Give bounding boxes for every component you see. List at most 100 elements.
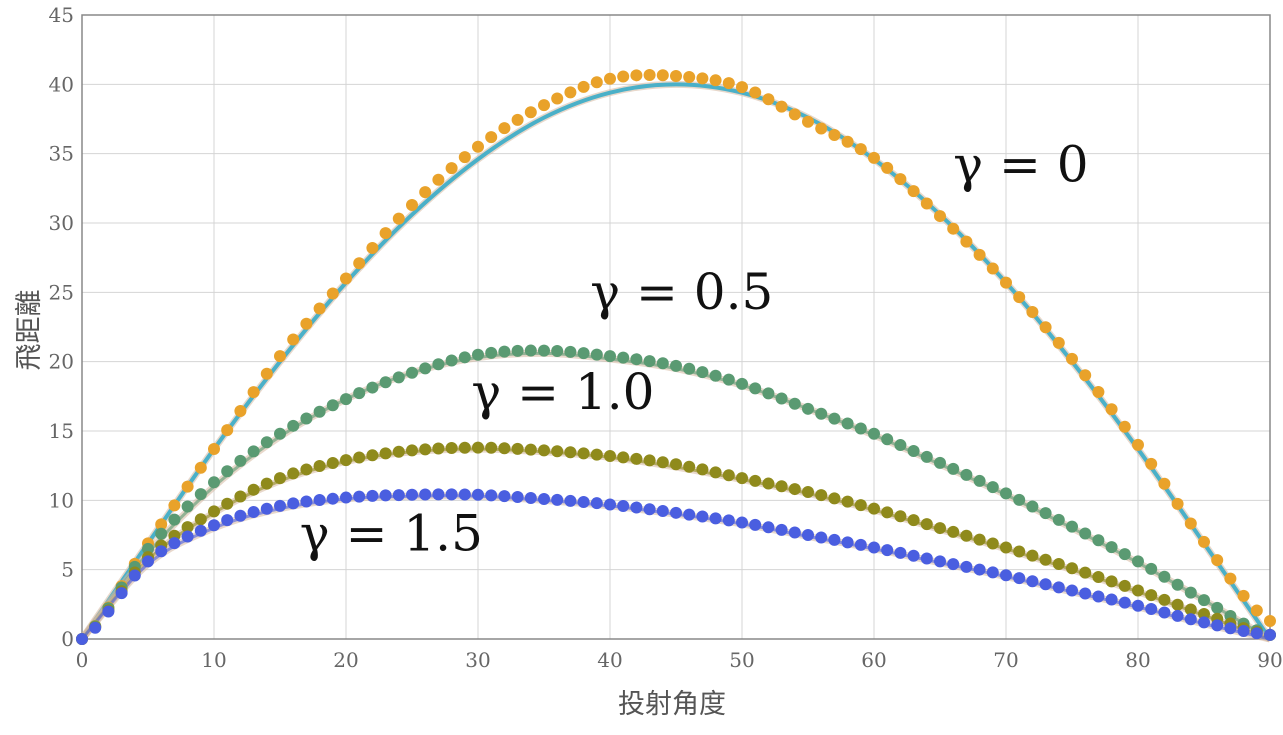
data-point bbox=[815, 489, 828, 502]
data-point bbox=[1105, 403, 1118, 416]
data-point bbox=[788, 526, 801, 539]
y-axis-title: 飛距離 bbox=[14, 290, 45, 371]
data-point bbox=[617, 70, 630, 83]
data-point bbox=[208, 519, 220, 532]
data-point bbox=[1013, 493, 1026, 506]
data-point bbox=[1105, 541, 1118, 554]
data-point bbox=[511, 442, 524, 455]
data-point bbox=[181, 521, 194, 534]
data-point bbox=[221, 514, 234, 527]
data-point bbox=[920, 450, 933, 463]
data-point bbox=[419, 362, 432, 375]
x-tick-label: 50 bbox=[729, 648, 754, 672]
data-point bbox=[907, 549, 920, 562]
data-point bbox=[696, 463, 709, 476]
data-point bbox=[142, 555, 154, 568]
data-point bbox=[485, 346, 498, 359]
data-point bbox=[960, 560, 973, 573]
data-point bbox=[656, 69, 669, 82]
data-point bbox=[1158, 570, 1171, 583]
data-point bbox=[287, 419, 300, 432]
data-point bbox=[868, 427, 880, 440]
data-point bbox=[590, 348, 603, 361]
data-point bbox=[221, 424, 234, 437]
data-point bbox=[458, 351, 471, 364]
data-point bbox=[683, 70, 696, 83]
data-point bbox=[1264, 628, 1276, 641]
data-point bbox=[445, 488, 458, 501]
data-point bbox=[1132, 584, 1144, 597]
data-point bbox=[749, 382, 762, 395]
data-point bbox=[1158, 477, 1171, 490]
data-point bbox=[1132, 438, 1144, 451]
data-point bbox=[274, 427, 286, 440]
data-point bbox=[947, 525, 960, 538]
data-point bbox=[802, 115, 814, 128]
data-point bbox=[419, 186, 432, 199]
data-point bbox=[1105, 575, 1118, 588]
data-point bbox=[828, 129, 841, 142]
y-tick-label: 15 bbox=[49, 419, 74, 443]
data-point bbox=[472, 441, 484, 454]
data-point bbox=[590, 497, 603, 510]
data-point bbox=[194, 488, 207, 501]
data-point bbox=[1026, 500, 1039, 513]
data-point bbox=[1184, 603, 1197, 616]
data-point bbox=[366, 489, 379, 502]
data-point bbox=[934, 522, 946, 535]
data-point bbox=[1211, 554, 1224, 567]
y-tick-label: 10 bbox=[49, 488, 74, 512]
data-point bbox=[630, 69, 643, 82]
data-point bbox=[155, 527, 168, 540]
data-point bbox=[1092, 534, 1105, 547]
data-point bbox=[445, 354, 458, 367]
data-point bbox=[656, 456, 669, 469]
data-point bbox=[1026, 305, 1039, 318]
data-point bbox=[208, 443, 220, 456]
data-point bbox=[775, 392, 788, 405]
data-point bbox=[986, 481, 999, 494]
data-point bbox=[709, 466, 722, 479]
data-point bbox=[564, 446, 577, 459]
data-point bbox=[1237, 624, 1250, 637]
data-point bbox=[260, 502, 273, 515]
data-point bbox=[458, 488, 471, 501]
data-point bbox=[828, 533, 841, 546]
data-point bbox=[683, 362, 696, 375]
data-point bbox=[551, 493, 564, 506]
x-tick-label: 40 bbox=[597, 648, 622, 672]
data-point bbox=[406, 198, 418, 211]
data-point bbox=[920, 518, 933, 531]
data-point bbox=[511, 490, 524, 503]
data-point bbox=[1171, 609, 1184, 622]
data-point bbox=[1000, 276, 1012, 289]
data-point bbox=[181, 480, 194, 493]
data-point bbox=[1184, 586, 1197, 599]
data-point bbox=[590, 76, 603, 89]
data-point bbox=[1079, 587, 1092, 600]
data-point bbox=[986, 262, 999, 275]
data-point bbox=[1079, 566, 1092, 579]
data-point bbox=[973, 474, 986, 487]
data-point bbox=[947, 558, 960, 571]
data-point bbox=[524, 443, 537, 456]
data-point bbox=[960, 529, 973, 542]
y-tick-label: 0 bbox=[61, 627, 74, 651]
data-point bbox=[340, 393, 352, 406]
data-point bbox=[142, 542, 154, 555]
x-tick-label: 0 bbox=[76, 648, 89, 672]
data-point bbox=[815, 122, 828, 135]
data-point bbox=[881, 433, 894, 446]
data-point bbox=[432, 358, 445, 371]
series-label: γ = 0 bbox=[953, 135, 1088, 193]
data-point bbox=[736, 377, 748, 390]
x-tick-label: 30 bbox=[465, 648, 490, 672]
data-point bbox=[894, 546, 907, 559]
data-point bbox=[947, 462, 960, 475]
data-point bbox=[815, 531, 828, 544]
data-point bbox=[194, 461, 207, 474]
data-point bbox=[709, 369, 722, 382]
plot-background bbox=[82, 15, 1270, 639]
data-point bbox=[630, 501, 643, 514]
